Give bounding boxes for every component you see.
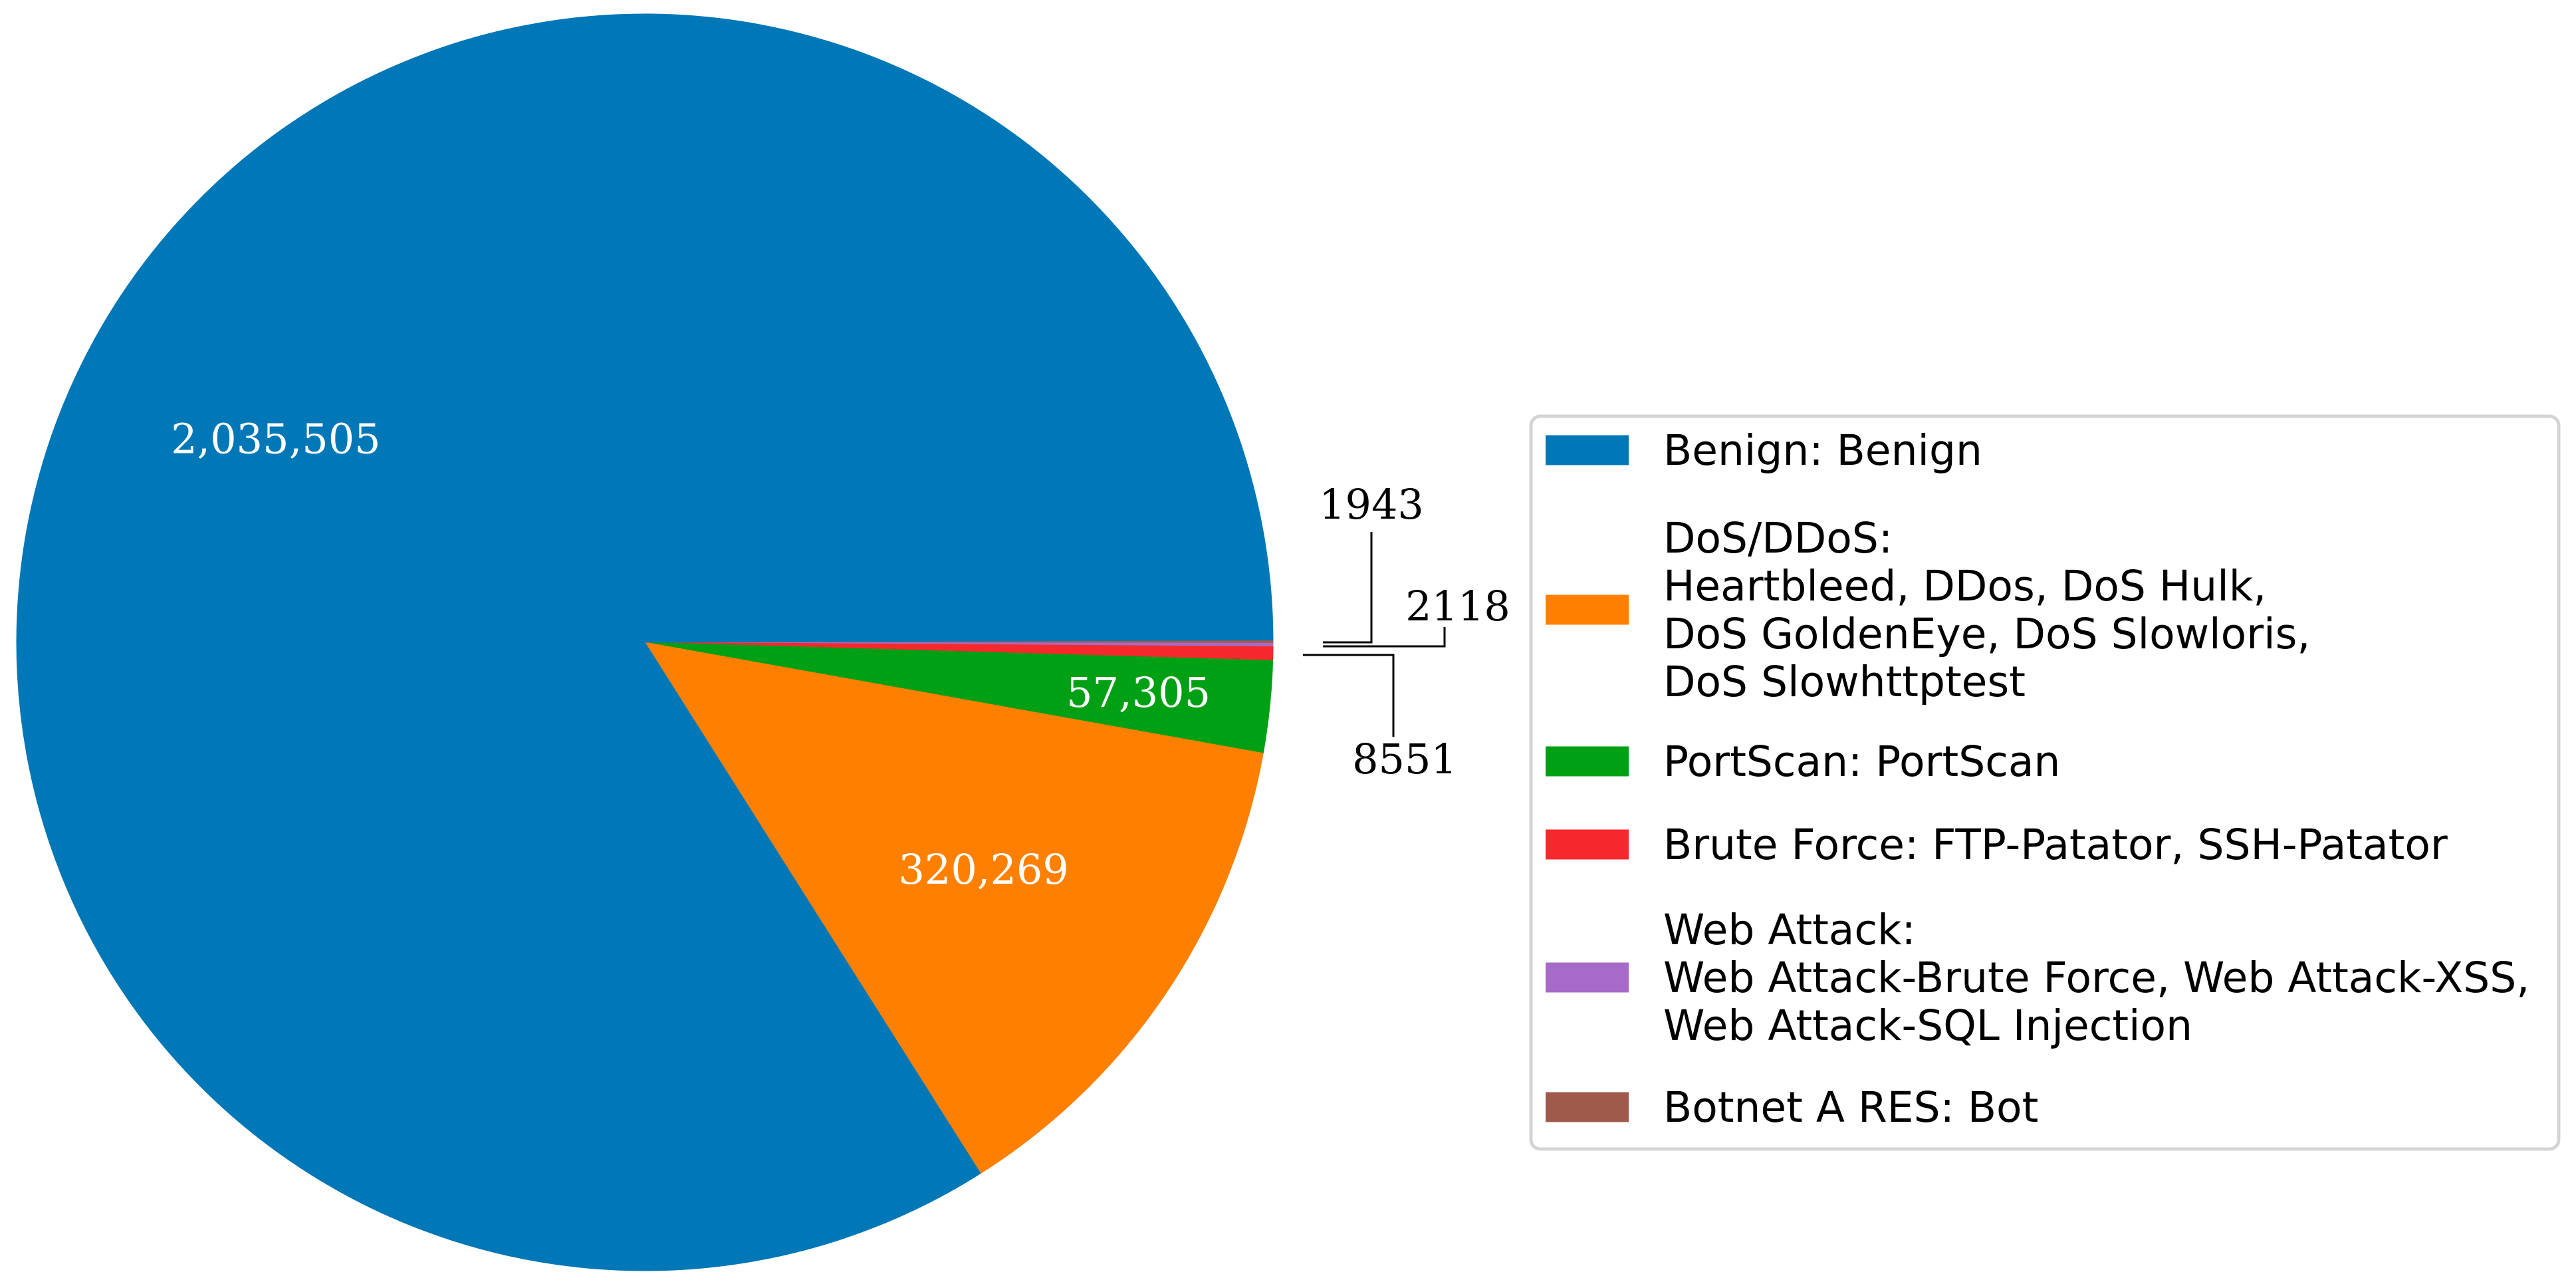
slice-label-bruteforce: 8551: [1352, 735, 1457, 783]
slice-label-botnet: 1943: [1319, 480, 1424, 529]
pie-slice-labels: 57,305 320,269 2,035,505: [171, 415, 1211, 894]
legend-label-dos: DoS GoldenEye, DoS Slowloris,: [1663, 610, 2310, 658]
pie-slices: [16, 13, 1274, 1271]
legend-entries: Benign: Benign DoS/DDoS:Heartbleed, DDos,…: [1546, 426, 2529, 1132]
legend-swatch-portscan: [1546, 746, 1629, 777]
slice-label-dos: 320,269: [898, 845, 1068, 894]
legend-frame: [1529, 414, 2561, 1151]
legend-label-botnet: Botnet A RES: Bot: [1663, 1083, 2038, 1132]
slice-label-portscan: 57,305: [1066, 668, 1211, 717]
legend-swatch-bruteforce: [1546, 829, 1629, 860]
pie-slice-dos: [644, 642, 1264, 1174]
legend-label-dos: DoS/DDoS:: [1663, 514, 1893, 563]
leader-line-webattack: [1323, 627, 1446, 648]
legend-label-webattack: Web Attack-SQL Injection: [1663, 1001, 2192, 1050]
legend-label-dos: DoS Slowhttptest: [1663, 658, 2026, 706]
legend-label-bruteforce: Brute Force: FTP-Patator, SSH-Patator: [1663, 821, 2448, 869]
legend-label-portscan: PortScan: PortScan: [1663, 737, 2060, 786]
legend-swatch-benign: [1546, 435, 1629, 465]
slice-label-benign: 2,035,505: [171, 415, 381, 463]
legend-label-dos: Heartbleed, DDos, DoS Hulk,: [1663, 562, 2266, 610]
legend-label-webattack: Web Attack-Brute Force, Web Attack-XSS,: [1663, 954, 2529, 1002]
pie-slice-benign: [16, 13, 1274, 1271]
legend: Benign: Benign DoS/DDoS:Heartbleed, DDos,…: [1529, 414, 2561, 1151]
leader-line-bruteforce: [1303, 654, 1395, 737]
legend-swatch-botnet: [1546, 1092, 1629, 1122]
leader-line-botnet: [1323, 532, 1373, 644]
legend-label-webattack: Web Attack:: [1663, 906, 1916, 954]
legend-swatch-webattack: [1546, 962, 1629, 993]
legend-label-benign: Benign: Benign: [1663, 426, 1982, 475]
legend-swatch-dos: [1546, 594, 1629, 625]
slice-label-webattack: 2118: [1405, 582, 1510, 630]
leader-lines: 1943 2118 8551: [1303, 480, 1510, 783]
